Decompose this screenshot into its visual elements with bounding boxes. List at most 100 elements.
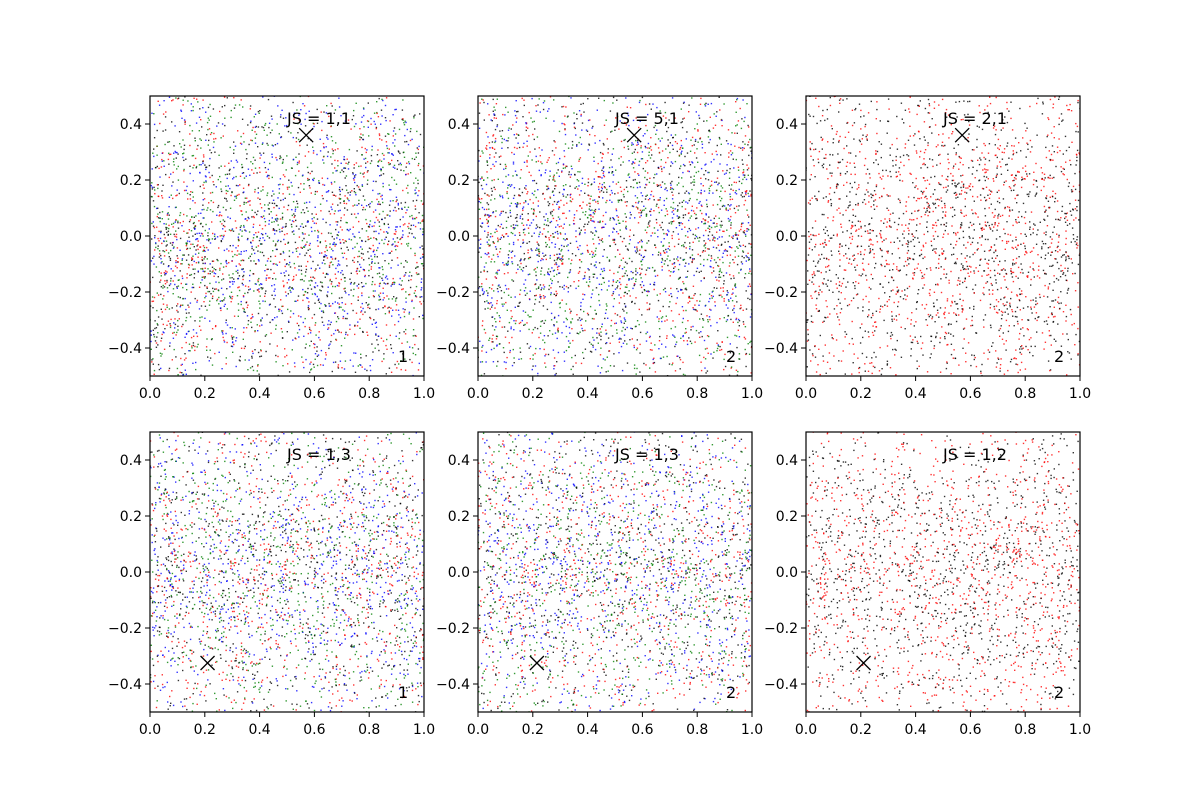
scatter-point-series-2 <box>319 289 321 291</box>
scatter-point-series-1 <box>283 272 285 274</box>
scatter-point-series-1 <box>593 339 595 341</box>
scatter-point-series-3 <box>619 186 622 188</box>
scatter-point-series-1 <box>632 143 634 146</box>
scatter-point-series-4 <box>189 274 191 276</box>
scatter-point-series-4 <box>553 140 555 142</box>
scatter-point-series-1 <box>557 224 559 226</box>
scatter-point-series-1 <box>405 174 407 176</box>
scatter-point-series-1 <box>652 358 654 361</box>
scatter-point-series-1 <box>316 240 319 242</box>
scatter-point-series-2 <box>532 354 534 356</box>
scatter-point-series-1 <box>608 235 610 237</box>
scatter-point-series-1 <box>553 317 556 319</box>
scatter-point-series-2 <box>257 280 259 283</box>
scatter-point-series-4 <box>414 334 416 337</box>
scatter-point-series-2 <box>694 166 696 168</box>
scatter-point-series-1 <box>209 157 211 160</box>
scatter-point-series-4 <box>649 220 651 222</box>
scatter-point-series-3 <box>260 207 263 209</box>
scatter-point-series-4 <box>176 305 178 307</box>
scatter-point-series-3 <box>154 193 156 195</box>
scatter-point-series-3 <box>493 156 496 158</box>
scatter-point-series-1 <box>303 366 305 369</box>
scatter-point-series-2 <box>582 211 584 214</box>
scatter-point-series-4 <box>168 256 170 258</box>
scatter-point-series-3 <box>321 252 323 254</box>
scatter-point-series-1 <box>176 189 178 191</box>
scatter-point-series-3 <box>709 116 711 118</box>
scatter-point-series-2 <box>648 147 651 149</box>
scatter-point-series-4 <box>558 191 561 194</box>
scatter-point-series-4 <box>409 358 411 361</box>
scatter-point-series-1 <box>539 231 541 233</box>
scatter-point-series-4 <box>381 218 383 221</box>
scatter-point-series-2 <box>549 330 551 332</box>
scatter-point-series-2 <box>408 294 410 296</box>
scatter-point-series-3 <box>264 224 267 227</box>
scatter-point-series-4 <box>524 187 526 189</box>
scatter-point-series-1 <box>261 283 263 285</box>
scatter-point-series-1 <box>402 234 404 236</box>
scatter-point-series-1 <box>343 156 345 158</box>
scatter-point-series-1 <box>252 226 254 228</box>
scatter-point-series-2 <box>750 273 752 275</box>
scatter-point-series-3 <box>742 244 744 246</box>
scatter-point-series-4 <box>657 254 660 256</box>
scatter-point-series-3 <box>283 285 285 288</box>
scatter-point-series-4 <box>716 287 718 289</box>
scatter-point-series-3 <box>176 267 178 269</box>
scatter-point-series-2 <box>236 295 239 297</box>
scatter-point-series-4 <box>740 194 742 196</box>
scatter-point-series-1 <box>417 222 420 224</box>
scatter-point-series-3 <box>540 161 542 163</box>
scatter-point-series-4 <box>156 336 158 338</box>
scatter-point-series-2 <box>258 277 260 280</box>
y-tick-label: 0.2 <box>120 173 142 189</box>
scatter-point-series-3 <box>486 218 488 221</box>
scatter-point-series-1 <box>216 236 219 238</box>
scatter-point-series-4 <box>678 192 680 195</box>
scatter-point-series-4 <box>209 270 211 272</box>
scatter-point-series-2 <box>353 109 355 112</box>
scatter-point-series-4 <box>319 241 321 244</box>
scatter-point-series-1 <box>614 288 617 290</box>
scatter-point-series-3 <box>273 272 275 274</box>
scatter-point-series-1 <box>680 152 682 154</box>
scatter-point-series-2 <box>230 109 232 112</box>
scatter-point-series-1 <box>168 206 170 208</box>
scatter-point-series-2 <box>347 163 349 165</box>
scatter-point-series-4 <box>688 227 690 230</box>
scatter-point-series-3 <box>528 111 530 114</box>
scatter-point-series-4 <box>682 216 685 219</box>
scatter-point-series-2 <box>359 172 362 174</box>
scatter-point-series-3 <box>367 334 369 336</box>
scatter-point-series-4 <box>678 277 681 279</box>
scatter-point-series-2 <box>271 144 273 146</box>
scatter-point-series-4 <box>206 287 208 289</box>
scatter-point-series-2 <box>560 250 562 252</box>
scatter-point-series-4 <box>564 128 566 130</box>
scatter-point-series-3 <box>260 350 262 352</box>
scatter-point-series-2 <box>267 144 269 146</box>
scatter-point-series-3 <box>666 210 668 212</box>
scatter-point-series-1 <box>240 253 242 255</box>
scatter-point-series-4 <box>610 131 612 133</box>
scatter-point-series-4 <box>215 269 217 271</box>
scatter-point-series-4 <box>209 357 212 359</box>
scatter-point-series-1 <box>559 157 561 160</box>
scatter-point-series-1 <box>319 150 322 152</box>
scatter-point-series-3 <box>286 188 289 190</box>
scatter-point-series-4 <box>334 258 337 260</box>
scatter-point-series-3 <box>545 236 547 238</box>
scatter-point-series-1 <box>262 142 264 144</box>
scatter-point-series-3 <box>520 262 522 265</box>
scatter-point-series-2 <box>421 214 424 217</box>
scatter-point-series-1 <box>415 192 417 194</box>
scatter-point-series-1 <box>349 194 351 196</box>
scatter-point-series-2 <box>691 254 694 256</box>
scatter-point-series-4 <box>350 289 352 291</box>
scatter-point-series-4 <box>284 197 286 199</box>
scatter-point-series-2 <box>176 367 179 370</box>
scatter-point-series-2 <box>393 179 396 181</box>
scatter-point-series-1 <box>745 255 747 257</box>
